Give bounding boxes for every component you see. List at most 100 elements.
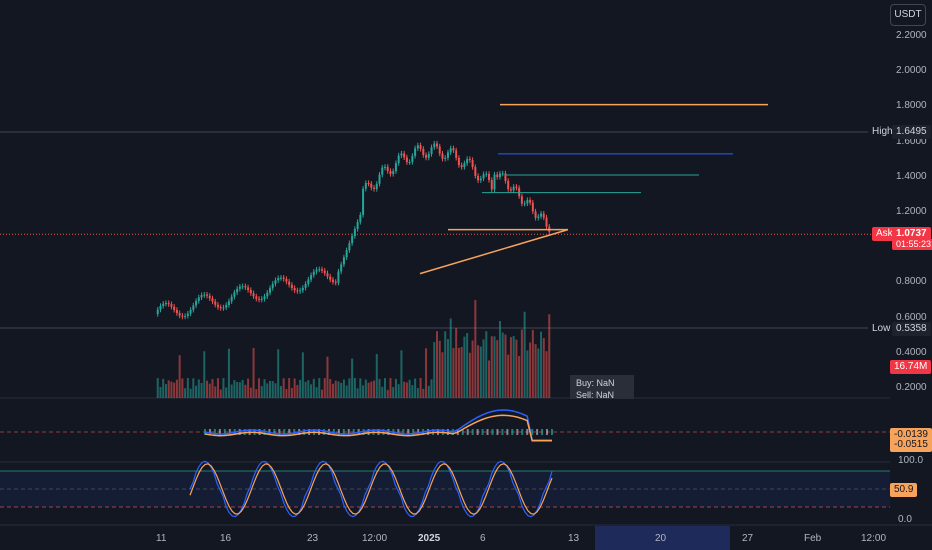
volume-bar (348, 378, 351, 398)
volume-bar (263, 379, 266, 398)
candle-body (400, 153, 403, 156)
candle-body (496, 174, 499, 177)
volume-bar (230, 384, 233, 398)
candle-body (315, 269, 318, 272)
volume-bar (446, 339, 449, 398)
volume-bar (236, 381, 239, 398)
macd-histogram-bar (347, 429, 350, 435)
volume-bar (247, 378, 250, 398)
candle-body (159, 305, 162, 310)
candle-body (389, 170, 392, 174)
candle-body (351, 236, 354, 244)
volume-bar (197, 379, 200, 398)
candle-body (233, 292, 236, 297)
volume-bar (227, 348, 230, 398)
candle-body (156, 309, 159, 315)
candle-body (507, 180, 510, 190)
candle-body (318, 269, 321, 271)
candle-body (482, 174, 485, 179)
candle-body (282, 277, 285, 279)
volume-bar (167, 380, 170, 398)
candle-body (227, 301, 230, 306)
macd-histogram-bar (337, 429, 340, 435)
candle-body (208, 295, 211, 299)
volume-bar (496, 340, 499, 398)
candle-body (323, 270, 326, 274)
candle-body (170, 304, 173, 307)
volume-bar (386, 389, 389, 398)
volume-bar (255, 389, 258, 398)
volume-bar (375, 353, 378, 398)
volume-bar (285, 389, 288, 398)
volume-bar (457, 347, 460, 398)
macd-histogram-bar (213, 429, 216, 435)
macd-histogram-bar (476, 429, 479, 435)
candle-body (537, 216, 540, 218)
volume-bar (296, 384, 299, 398)
volume-bar (359, 378, 362, 398)
price-axis-tick: 1.6000 (896, 135, 927, 147)
candle-body (414, 148, 417, 156)
volume-bar (277, 349, 280, 398)
candle-body (296, 290, 299, 292)
candle-body (288, 281, 291, 285)
candle-body (244, 286, 247, 288)
candle-body (293, 288, 296, 291)
volume-bar (400, 350, 403, 398)
volume-bar (520, 329, 523, 398)
candle-body (195, 301, 198, 306)
stoch-k-line (189, 460, 553, 518)
high-value-tag: 1.6495 (892, 125, 931, 139)
macd-histogram-bar (506, 429, 509, 435)
candle-body (197, 297, 200, 302)
volume-bar (170, 381, 173, 398)
candle-body (326, 273, 329, 277)
macd-histogram-bar (258, 429, 261, 435)
sell-text: Sell: NaN (576, 390, 615, 399)
volume-bar (529, 342, 532, 398)
candle-body (419, 145, 422, 149)
price-axis-tick: 0.2000 (896, 382, 927, 393)
currency-button[interactable]: USDT (890, 4, 926, 26)
volume-bar (518, 356, 521, 398)
candle-body (249, 289, 252, 294)
candle-body (509, 189, 512, 191)
volume-bar (441, 352, 444, 398)
price-axis-tick: 2.0000 (896, 65, 927, 77)
macd-histogram-bar (481, 429, 484, 435)
candle-body (214, 301, 217, 305)
volume-bar (490, 336, 493, 398)
volume-bar (258, 378, 261, 398)
volume-bar (323, 378, 326, 398)
macd-pane (0, 409, 890, 442)
volume-bar (419, 378, 422, 398)
candle-body (518, 187, 521, 197)
volume-bar (342, 379, 345, 398)
candle-body (186, 313, 189, 316)
volume-bar (477, 345, 480, 398)
candle-body (438, 146, 441, 154)
candle-body (490, 180, 493, 190)
candle-body (370, 183, 373, 188)
volume-bar (318, 378, 321, 398)
volume-bar (433, 342, 436, 398)
volume-value-tag: 16.74M (890, 360, 932, 374)
volume-bar (422, 388, 425, 398)
candle-body (477, 175, 480, 181)
candle-body (452, 148, 455, 151)
macd-line (204, 409, 552, 441)
candle-body (173, 306, 176, 310)
candle-body (175, 309, 178, 314)
volume-bar (214, 386, 217, 398)
macd-histogram-bar (496, 429, 499, 435)
candle-body (340, 264, 343, 272)
volume-bar (203, 351, 206, 398)
candle-body (408, 162, 411, 164)
volume-bar (515, 339, 518, 398)
volume-bar (312, 378, 315, 398)
volume-bar (479, 346, 482, 398)
candle-body (422, 148, 425, 156)
candle-body (545, 217, 548, 227)
candle-body (164, 303, 167, 305)
